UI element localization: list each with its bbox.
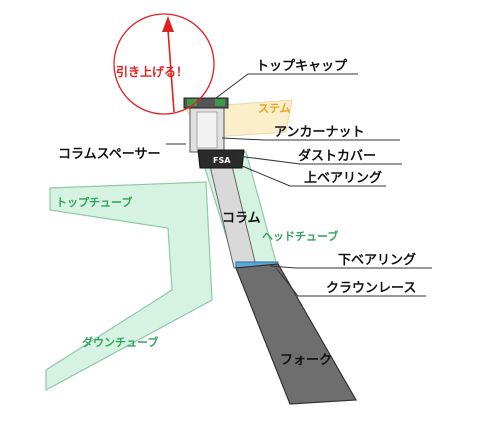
top-cap: [183, 97, 229, 109]
frame-tubes: [45, 181, 213, 392]
label-upper-bearing: 上ベアリング: [304, 170, 382, 186]
pull-up-circle: [113, 13, 215, 115]
label-top-cap: トップキャップ: [256, 59, 348, 74]
arrow-head-icon: [162, 16, 174, 32]
label-fork: フォーク: [280, 353, 332, 368]
label-head-tube: ヘッドチューブ: [262, 229, 338, 243]
top-cap-accent-left: [187, 99, 197, 106]
label-stem: ステム: [258, 102, 291, 115]
label-down-tube: ダウンチューブ: [82, 335, 158, 349]
label-crown-race: クラウンレース: [326, 281, 416, 296]
steerer-inner: [196, 111, 218, 149]
brand-logo: FSA: [213, 156, 231, 165]
label-lower-bearing: 下ベアリング: [338, 252, 416, 268]
label-top-tube: トップチューブ: [56, 195, 132, 209]
fork: [235, 263, 358, 405]
top-cap-accent-right: [215, 99, 225, 106]
pull-up-arrow: [167, 29, 175, 113]
label-column: コラム: [222, 211, 261, 226]
leader-lines: [166, 73, 432, 297]
dust-cover: [197, 149, 245, 169]
pull-up-label: 引き上げる！: [116, 64, 188, 79]
label-column-spacer: コラムスペーサー: [58, 147, 160, 162]
label-dust-cover: ダストカバー: [298, 148, 376, 164]
label-anchor-nut: アンカーナット: [274, 125, 364, 140]
